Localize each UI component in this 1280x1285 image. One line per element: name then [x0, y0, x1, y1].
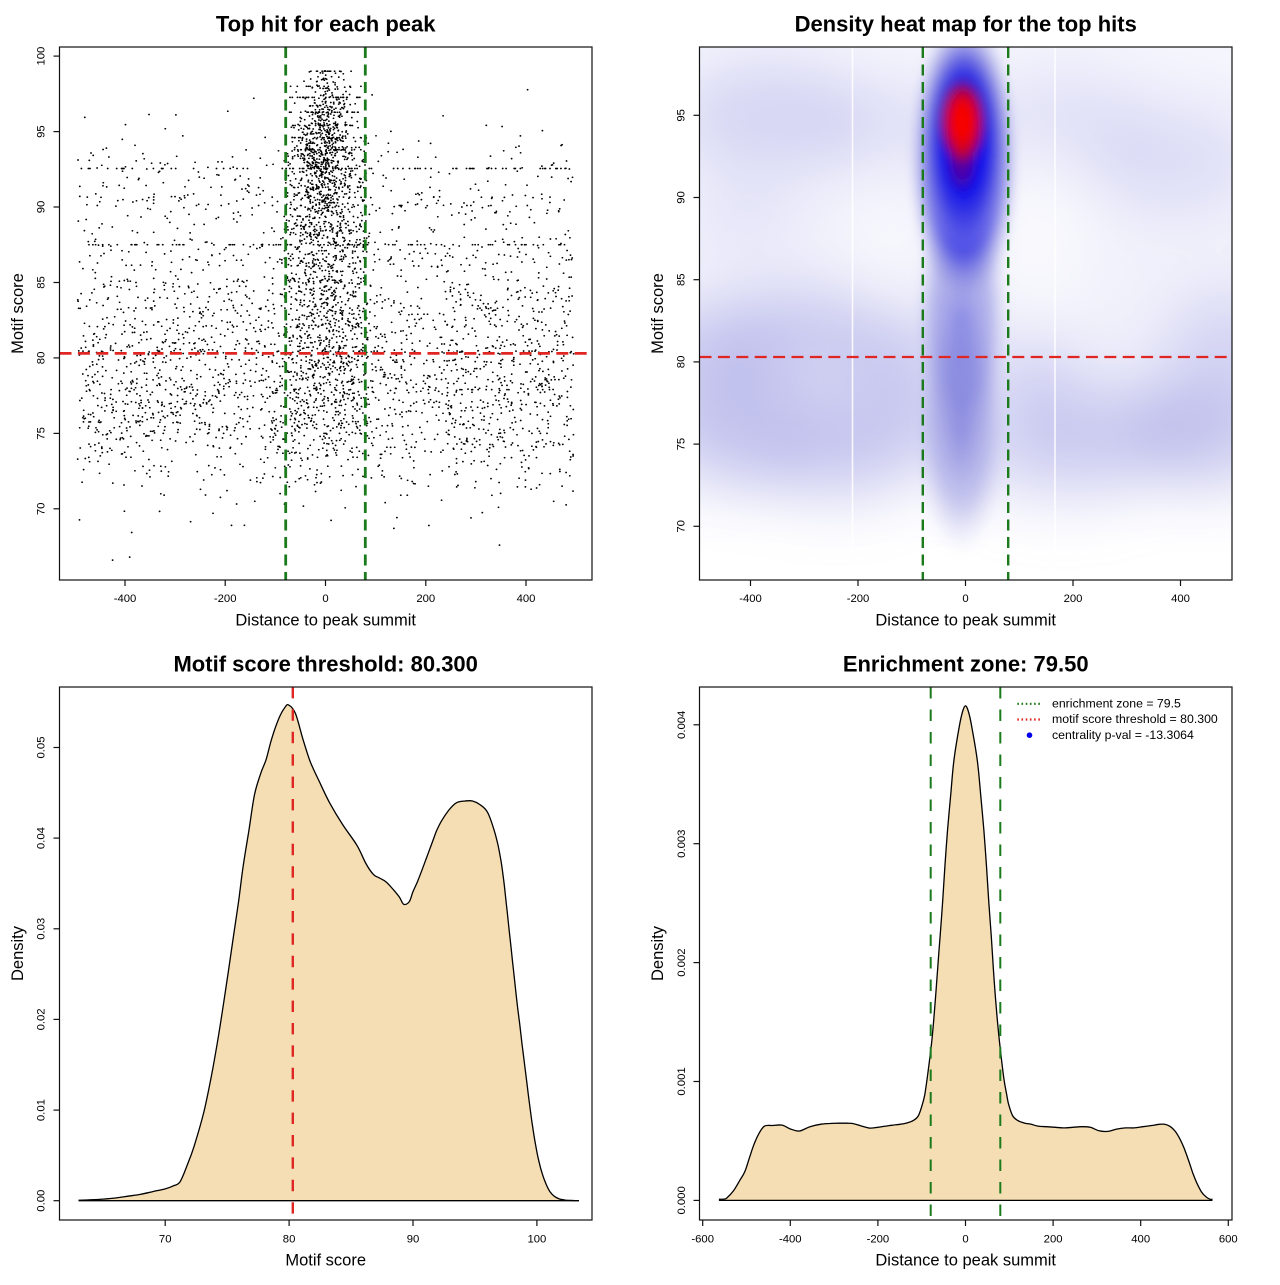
- svg-text:95: 95: [676, 109, 688, 122]
- svg-text:75: 75: [676, 438, 688, 451]
- svg-text:-400: -400: [739, 593, 762, 605]
- svg-text:80: 80: [36, 352, 48, 365]
- svg-text:90: 90: [407, 1234, 420, 1246]
- svg-text:90: 90: [36, 201, 48, 214]
- svg-text:Distance to peak summit: Distance to peak summit: [875, 1252, 1056, 1270]
- svg-text:80: 80: [676, 356, 688, 369]
- svg-text:0.00: 0.00: [36, 1190, 48, 1212]
- svg-text:Motif score: Motif score: [9, 273, 27, 354]
- svg-text:70: 70: [36, 503, 48, 516]
- svg-text:0.003: 0.003: [676, 830, 688, 858]
- svg-text:Motif score: Motif score: [649, 273, 667, 354]
- svg-text:95: 95: [36, 125, 48, 138]
- svg-text:400: 400: [1131, 1234, 1150, 1246]
- svg-text:Motif score threshold: 80.300: Motif score threshold: 80.300: [173, 652, 477, 677]
- svg-text:0.004: 0.004: [676, 711, 688, 739]
- svg-text:600: 600: [1219, 1234, 1238, 1246]
- svg-text:85: 85: [36, 276, 48, 289]
- svg-text:0.05: 0.05: [36, 737, 48, 759]
- svg-text:Distance to peak summit: Distance to peak summit: [235, 612, 416, 630]
- svg-text:-200: -200: [867, 1234, 890, 1246]
- svg-text:-400: -400: [114, 593, 137, 605]
- svg-text:100: 100: [36, 47, 48, 66]
- svg-text:90: 90: [676, 191, 688, 204]
- svg-text:0.04: 0.04: [36, 827, 48, 849]
- svg-text:0.03: 0.03: [36, 918, 48, 940]
- svg-text:0.000: 0.000: [676, 1186, 688, 1214]
- svg-text:-200: -200: [214, 593, 237, 605]
- svg-text:200: 200: [1064, 593, 1083, 605]
- svg-text:0.002: 0.002: [676, 948, 688, 976]
- svg-text:Density heat map for the top h: Density heat map for the top hits: [795, 12, 1137, 37]
- svg-text:Distance to peak summit: Distance to peak summit: [875, 612, 1056, 630]
- svg-text:-200: -200: [847, 593, 870, 605]
- svg-text:0: 0: [962, 1234, 968, 1246]
- svg-text:80: 80: [283, 1234, 296, 1246]
- svg-text:70: 70: [676, 520, 688, 533]
- svg-text:Motif score: Motif score: [285, 1252, 366, 1270]
- svg-text:Top hit for each peak: Top hit for each peak: [216, 12, 436, 37]
- svg-text:70: 70: [159, 1234, 172, 1246]
- svg-text:400: 400: [517, 593, 536, 605]
- svg-text:enrichment zone = 79.5: enrichment zone = 79.5: [1052, 697, 1181, 711]
- svg-text:0.01: 0.01: [36, 1099, 48, 1121]
- svg-text:0.02: 0.02: [36, 1008, 48, 1030]
- svg-text:centrality p-val = -13.3064: centrality p-val = -13.3064: [1052, 728, 1194, 742]
- svg-text:200: 200: [416, 593, 435, 605]
- svg-text:0: 0: [322, 593, 328, 605]
- svg-text:-400: -400: [779, 1234, 802, 1246]
- svg-text:0.001: 0.001: [676, 1067, 688, 1095]
- svg-text:0: 0: [962, 593, 968, 605]
- svg-text:motif score threshold = 80.300: motif score threshold = 80.300: [1052, 712, 1218, 726]
- svg-text:100: 100: [527, 1234, 546, 1246]
- svg-text:85: 85: [676, 273, 688, 286]
- svg-text:Density: Density: [9, 925, 27, 981]
- svg-text:75: 75: [36, 427, 48, 440]
- svg-text:400: 400: [1171, 593, 1190, 605]
- svg-text:Enrichment zone: 79.50: Enrichment zone: 79.50: [843, 652, 1089, 677]
- svg-text:200: 200: [1044, 1234, 1063, 1246]
- svg-text:-600: -600: [691, 1234, 714, 1246]
- svg-text:Density: Density: [649, 925, 667, 981]
